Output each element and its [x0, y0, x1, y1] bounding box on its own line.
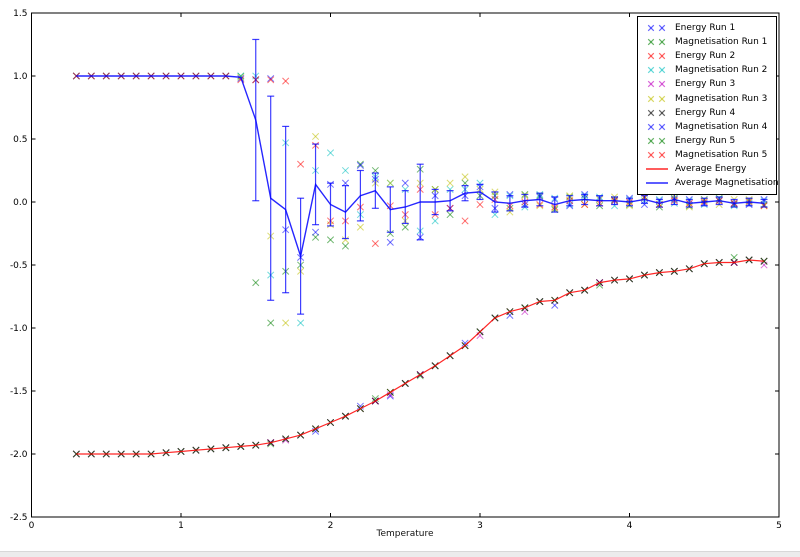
- legend-item-energy-run-4: Energy Run 4: [644, 106, 770, 120]
- legend-x-marker-icon: [647, 151, 666, 159]
- legend: Energy Run 1 Magnetisation Run 1 Energy Ru…: [637, 16, 779, 196]
- series-energy-run-3: [72, 256, 768, 458]
- svg-text:-2.5: -2.5: [10, 513, 28, 523]
- legend-label: Magnetisation Run 2: [675, 65, 768, 76]
- series-energy-run-5: [72, 253, 768, 458]
- legend-line-icon: [646, 168, 668, 170]
- legend-item-energy-run-1: Energy Run 1: [644, 21, 770, 35]
- legend-x-marker-icon: [647, 53, 666, 60]
- x-axis-ticks: 0 1 2 3 4 5: [29, 13, 782, 531]
- legend-label: Energy Run 5: [675, 135, 736, 146]
- legend-label: Magnetisation Run 5: [675, 149, 768, 160]
- legend-x-marker-icon: [647, 137, 666, 145]
- legend-label: Average Magnetisation: [675, 178, 779, 189]
- series-average-energy: [76, 259, 765, 455]
- series-average-magnetisation: [76, 38, 768, 315]
- legend-item-energy-run-5: Energy Run 5: [644, 134, 770, 148]
- legend-label: Energy Run 4: [675, 107, 736, 118]
- series-energy-run-4: [72, 256, 768, 458]
- svg-text:3: 3: [477, 521, 483, 531]
- legend-x-marker-icon: [647, 24, 666, 32]
- y-axis-ticks: 1.5 1.0 0.5 0.0 -0.5 -1.0 -1.5 -2.0 -2.5: [10, 9, 779, 523]
- svg-text:0.5: 0.5: [13, 135, 27, 145]
- legend-item-magnetisation-run-4: Magnetisation Run 4: [644, 120, 770, 134]
- legend-label: Magnetisation Run 3: [675, 93, 768, 104]
- series-energy-run-1: [72, 256, 768, 458]
- legend-label: Energy Run 3: [675, 79, 736, 90]
- svg-text:5: 5: [776, 521, 782, 531]
- legend-x-marker-icon: [647, 38, 666, 46]
- bottom-scrollbar-track[interactable]: [0, 551, 800, 557]
- legend-item-magnetisation-run-5: Magnetisation Run 5: [644, 148, 770, 162]
- svg-text:1: 1: [178, 521, 184, 531]
- svg-text:1.5: 1.5: [13, 9, 27, 19]
- legend-item-average-magnetisation: Average Magnetisation: [644, 176, 779, 190]
- legend-item-magnetisation-run-3: Magnetisation Run 3: [644, 91, 770, 105]
- legend-item-average-energy: Average Energy: [644, 162, 770, 176]
- legend-label: Magnetisation Run 4: [675, 121, 768, 132]
- legend-label: Average Energy: [675, 163, 747, 174]
- svg-text:0: 0: [29, 521, 35, 531]
- legend-label: Energy Run 2: [675, 51, 736, 62]
- legend-item-magnetisation-run-1: Magnetisation Run 1: [644, 35, 770, 49]
- svg-text:-0.5: -0.5: [10, 261, 28, 271]
- svg-text:-1.0: -1.0: [10, 324, 28, 334]
- legend-item-energy-run-3: Energy Run 3: [644, 77, 770, 91]
- legend-label: Magnetisation Run 1: [675, 37, 768, 48]
- legend-x-marker-icon: [647, 81, 666, 88]
- svg-text:0.0: 0.0: [13, 198, 28, 208]
- svg-text:-2.0: -2.0: [10, 450, 28, 460]
- legend-line-icon: [646, 182, 668, 184]
- svg-text:-1.5: -1.5: [10, 387, 28, 397]
- legend-label: Energy Run 1: [675, 23, 736, 34]
- legend-x-marker-icon: [647, 123, 666, 130]
- svg-text:2: 2: [328, 521, 334, 531]
- x-axis-label: Temperature: [376, 529, 434, 539]
- legend-item-energy-run-2: Energy Run 2: [644, 49, 770, 63]
- svg-text:4: 4: [627, 521, 633, 531]
- legend-x-marker-icon: [647, 67, 666, 74]
- legend-x-marker-icon: [647, 95, 666, 102]
- series-energy-run-2: [72, 256, 768, 458]
- legend-x-marker-icon: [647, 109, 666, 116]
- legend-item-magnetisation-run-2: Magnetisation Run 2: [644, 63, 770, 77]
- svg-text:1.0: 1.0: [13, 72, 28, 82]
